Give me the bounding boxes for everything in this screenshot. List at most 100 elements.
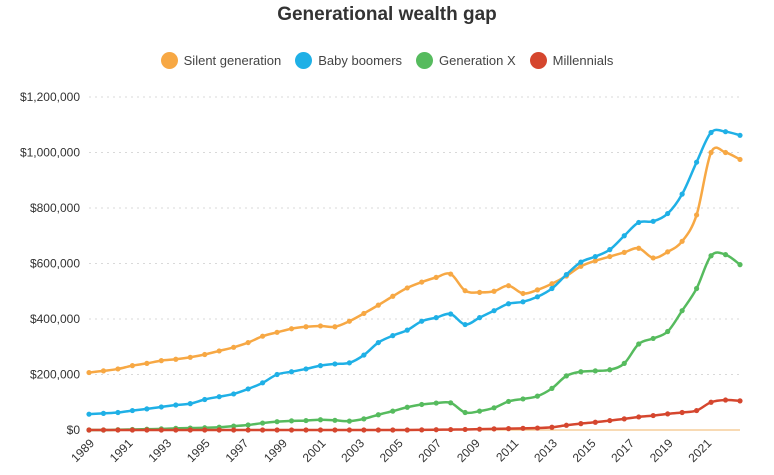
data-point — [202, 427, 208, 433]
legend-item-2[interactable]: Baby boomers — [295, 52, 402, 69]
data-point — [115, 427, 121, 433]
data-point — [563, 373, 570, 379]
series-line — [88, 251, 741, 432]
data-point — [346, 360, 352, 366]
legend-item-1[interactable]: Silent generation — [160, 52, 281, 69]
legend-item-3[interactable]: Generation X — [416, 52, 516, 69]
data-point — [288, 427, 295, 433]
data-point — [462, 426, 468, 433]
data-point — [288, 326, 295, 332]
data-point — [534, 393, 541, 399]
data-point — [563, 422, 570, 428]
data-point — [202, 396, 208, 403]
x-tick-label: 1989 — [68, 436, 97, 465]
data-point — [578, 259, 584, 265]
legend-label: Baby boomers — [318, 53, 403, 68]
data-point — [549, 285, 555, 292]
data-point — [86, 369, 92, 376]
data-point — [303, 324, 309, 330]
data-point — [737, 398, 743, 404]
data-point — [462, 409, 468, 416]
y-tick-label: $1,200,000 — [20, 90, 80, 104]
x-tick-label: 1997 — [223, 436, 252, 465]
data-point — [505, 283, 512, 289]
data-point — [274, 329, 280, 335]
data-point — [722, 149, 729, 156]
data-point — [607, 367, 613, 373]
data-point — [245, 422, 251, 428]
data-point — [491, 426, 497, 432]
data-point — [231, 391, 237, 397]
data-point — [708, 399, 714, 405]
data-point — [520, 299, 526, 305]
data-point — [260, 333, 266, 339]
data-point — [404, 285, 410, 291]
data-point — [231, 423, 237, 429]
data-point — [144, 360, 150, 366]
x-tick-label: 2013 — [531, 436, 560, 465]
data-point — [129, 363, 135, 369]
x-tick-label: 2009 — [454, 436, 483, 465]
y-tick-label: $400,000 — [30, 312, 80, 326]
data-point — [433, 400, 439, 406]
data-point — [650, 218, 656, 224]
x-tick-label: 2015 — [570, 436, 599, 465]
data-point — [694, 159, 700, 165]
data-point — [708, 253, 714, 259]
data-point — [187, 401, 193, 407]
legend: Silent generation Baby boomers Generation … — [0, 52, 774, 69]
data-point — [636, 341, 642, 347]
legend-swatch — [160, 52, 178, 69]
data-point — [332, 427, 338, 433]
data-point — [505, 398, 512, 405]
data-point — [86, 427, 92, 433]
data-point — [115, 409, 121, 416]
data-point — [722, 129, 729, 135]
legend-item-4[interactable]: Millennials — [529, 52, 614, 69]
data-point — [216, 427, 222, 433]
data-point — [650, 335, 656, 342]
data-point — [375, 412, 381, 418]
x-tick-label: 2011 — [493, 436, 521, 464]
data-point — [636, 219, 642, 226]
series-line — [88, 128, 741, 416]
data-point — [144, 406, 150, 412]
data-point — [158, 427, 164, 433]
data-point — [245, 386, 251, 392]
data-point — [317, 363, 324, 369]
data-point — [404, 427, 410, 433]
data-point — [737, 262, 743, 268]
x-tick-label: 2017 — [608, 436, 637, 465]
data-point — [433, 427, 439, 433]
data-point — [549, 385, 555, 391]
data-point — [665, 411, 671, 417]
data-point — [650, 412, 656, 419]
data-point — [621, 416, 627, 422]
data-point — [115, 366, 121, 372]
legend-label: Millennials — [552, 53, 614, 68]
data-point — [361, 427, 367, 433]
data-point — [419, 401, 425, 408]
data-point — [419, 318, 425, 324]
data-point — [665, 328, 671, 335]
data-point — [231, 427, 237, 433]
data-point — [708, 129, 714, 136]
data-point — [491, 405, 497, 411]
x-tick-label: 2019 — [647, 436, 676, 465]
x-tick-label: 1991 — [107, 436, 136, 465]
legend-swatch — [416, 52, 434, 69]
x-tick-label: 1993 — [145, 436, 174, 465]
data-point — [245, 427, 251, 433]
x-tick-label: 1995 — [184, 436, 213, 465]
data-point — [592, 419, 598, 425]
data-point — [346, 318, 352, 324]
data-point — [534, 294, 541, 300]
data-point — [317, 417, 324, 423]
data-point — [187, 427, 193, 433]
data-point — [520, 425, 526, 431]
data-point — [448, 271, 454, 277]
data-point — [665, 249, 671, 255]
data-point — [448, 426, 454, 433]
data-point — [621, 360, 627, 366]
